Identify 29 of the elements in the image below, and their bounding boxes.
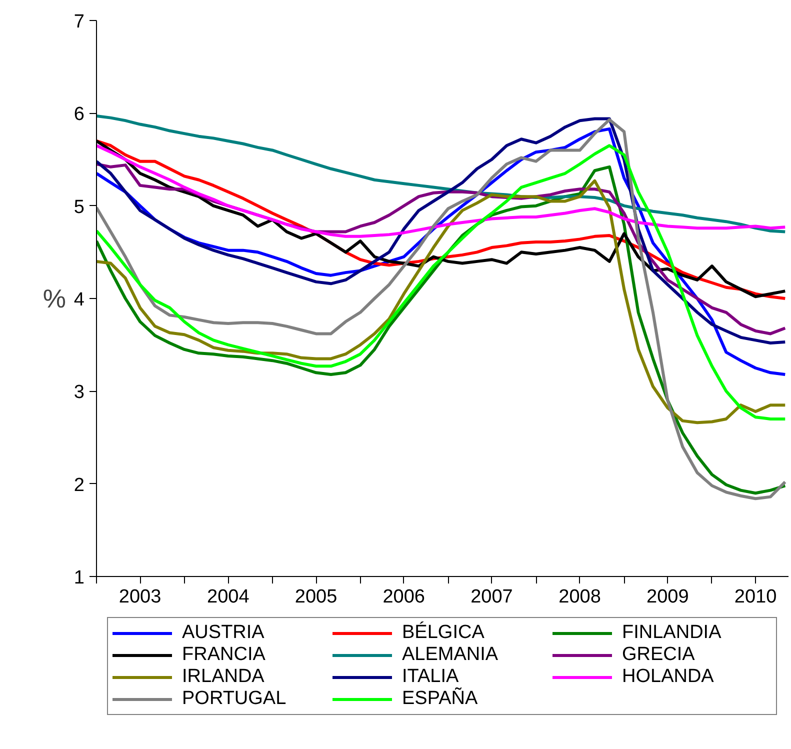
line-series bbox=[96, 117, 787, 344]
y-tick-label: 1 bbox=[74, 568, 85, 588]
x-tick-label: 2010 bbox=[734, 586, 777, 608]
legend-label: ESPAÑA bbox=[402, 688, 479, 710]
x-tick-label: 2008 bbox=[558, 586, 601, 608]
x-tick-label: 2006 bbox=[382, 586, 426, 608]
y-tick-label: 4 bbox=[74, 290, 85, 310]
legend-label: AUSTRIA bbox=[182, 622, 266, 644]
y-tick-label: 2 bbox=[74, 474, 85, 496]
legend-label: GRECIA bbox=[622, 644, 696, 666]
x-tick-label: 2003 bbox=[118, 586, 162, 608]
y-tick-label: 6 bbox=[74, 104, 85, 126]
legend-label: ITALIA bbox=[402, 666, 460, 687]
legend-label: FRANCIA bbox=[182, 644, 266, 666]
legend-label: BÉLGICA bbox=[402, 622, 486, 644]
legend-label: IRLANDA bbox=[182, 666, 266, 688]
legend-label: ALEMANIA bbox=[402, 644, 500, 666]
y-tick-label: 7 bbox=[74, 12, 85, 32]
x-tick-label: 2009 bbox=[646, 586, 689, 608]
line-series bbox=[96, 144, 787, 238]
x-tick-label: 2007 bbox=[470, 586, 513, 608]
x-tick-label: 2004 bbox=[207, 586, 250, 608]
legend-label: PORTUGAL bbox=[182, 688, 288, 710]
y-axis-title: % bbox=[42, 284, 66, 314]
y-tick-label: 3 bbox=[74, 382, 85, 404]
legend-label: HOLANDA bbox=[622, 666, 715, 688]
legend-label: FINLANDIA bbox=[622, 622, 722, 644]
x-tick-label: 2005 bbox=[294, 586, 338, 608]
y-tick-label: 5 bbox=[74, 196, 85, 218]
